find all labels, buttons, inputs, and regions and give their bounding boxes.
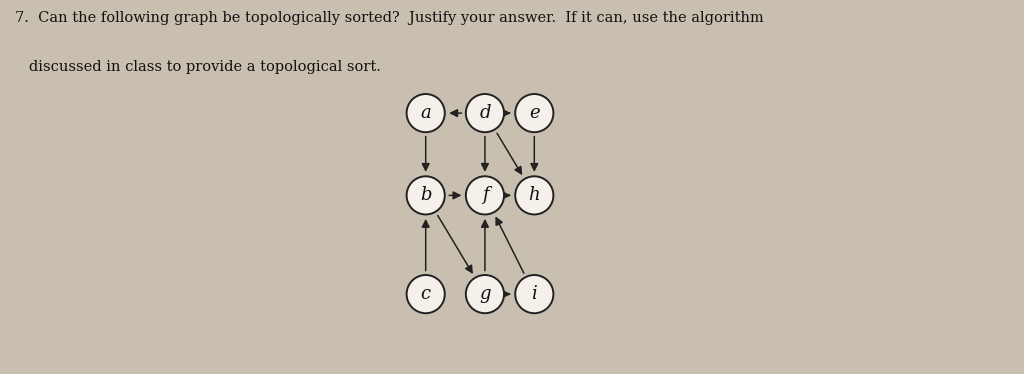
Circle shape	[515, 94, 553, 132]
Text: f: f	[481, 186, 488, 204]
Text: d: d	[479, 104, 490, 122]
Text: e: e	[529, 104, 540, 122]
Circle shape	[466, 94, 504, 132]
Circle shape	[407, 94, 444, 132]
Circle shape	[515, 176, 553, 214]
Text: b: b	[420, 186, 431, 204]
Circle shape	[407, 275, 444, 313]
Circle shape	[466, 275, 504, 313]
Text: c: c	[421, 285, 431, 303]
Text: i: i	[531, 285, 538, 303]
Text: discussed in class to provide a topological sort.: discussed in class to provide a topologi…	[15, 60, 381, 74]
Circle shape	[407, 176, 444, 214]
Text: 7.  Can the following graph be topologically sorted?  Justify your answer.  If i: 7. Can the following graph be topologica…	[15, 11, 764, 25]
Text: a: a	[420, 104, 431, 122]
Circle shape	[515, 275, 553, 313]
Text: g: g	[479, 285, 490, 303]
Circle shape	[466, 176, 504, 214]
Text: h: h	[528, 186, 540, 204]
